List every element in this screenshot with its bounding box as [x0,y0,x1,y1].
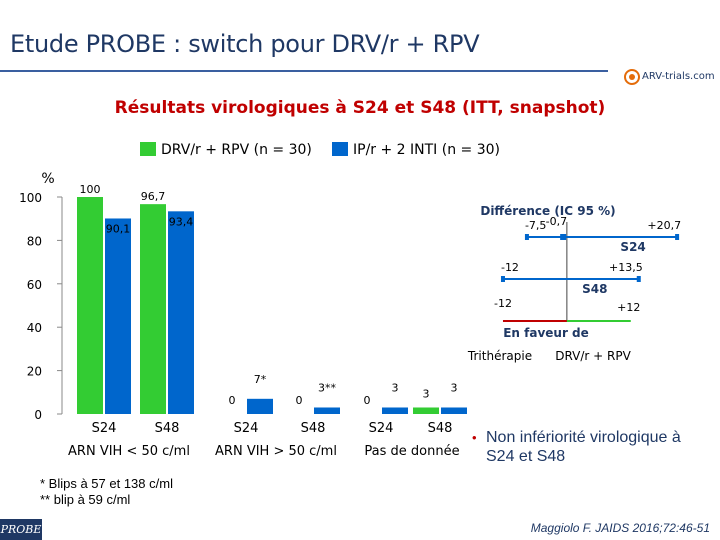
timepoint-label: S48 [428,421,453,436]
y-tick-label: 40 [27,321,42,335]
bullet-dot-icon: • [472,430,477,445]
ci-cap-lower [500,276,505,282]
y-unit-label: % [41,171,54,187]
bar-ip [168,211,194,414]
legend-item-ip: IP/r + 2 INTI (n = 30) [332,142,500,160]
ci-cap-upper [675,234,680,240]
timepoint-label: S48 [301,421,326,436]
group-label: ARN VIH > 50 c/ml [215,444,337,459]
legend-label-ip: IP/r + 2 INTI (n = 30) [353,142,501,158]
forest-title: Différence (IC 95 %) [480,204,615,218]
y-tick-label: 0 [34,408,42,422]
bar-value-label: 0 [364,394,371,407]
y-tick-label: 20 [27,365,42,379]
ci-upper-label: +13,5 [609,261,643,274]
ci-lower-label: -7,5 [525,219,546,232]
bar-value-label: 0 [229,394,236,407]
legend-label-drv: DRV/r + RPV (n = 30) [161,142,312,158]
estimate-label: -0,7 [546,215,567,228]
ci-cap-upper [636,276,641,282]
bar-drv [413,407,439,414]
group-label: ARN VIH < 50 c/ml [68,444,190,459]
conclusion-text: Non infériorité virologique à S24 et S48 [486,429,681,465]
y-tick-label: 100 [19,191,42,205]
footnote-1: * Blips à 57 et 138 c/ml [40,476,173,491]
logo-text: ARV-trials.com [642,71,715,82]
y-tick-label: 80 [27,234,42,248]
bar-drv [140,204,166,414]
timepoint-label: S24 [369,421,394,436]
favor-left-label: Trithérapie [467,349,532,363]
bar-value-label: 96,7 [141,190,166,203]
bar-value-label: 3** [318,381,336,394]
brand-logo [624,69,640,85]
row-label: S24 [620,240,645,254]
title-divider [0,70,608,72]
bar-value-label: 100 [80,183,101,196]
citation: Maggiolo F. JAIDS 2016;72:46-51 [530,521,710,535]
bar-ip [247,398,273,414]
ci-lower-label: -12 [501,261,519,274]
bar-value-label: 3 [451,381,458,394]
bar-value-label: 3 [423,387,430,400]
bar-value-label: 3 [392,381,399,394]
row-label: S48 [582,282,607,296]
timepoint-label: S24 [92,421,117,436]
group-label: Pas de donnée [364,444,459,459]
y-tick-label: 60 [27,278,42,292]
slide-title: Etude PROBE : switch pour DRV/r + RPV [10,30,480,58]
bar-drv [77,197,103,414]
bottom-lower-label: -12 [494,297,512,310]
legend-swatch-blue [332,142,348,156]
legend-swatch-green [140,142,156,156]
bar-value-label: 93,4 [169,215,194,228]
conclusion-bullet: • Non infériorité virologique à S24 et S… [472,428,711,466]
logo-orb-icon [624,69,640,85]
bar-value-label: 0 [296,394,303,407]
point-estimate [560,234,567,240]
timepoint-label: S48 [155,421,180,436]
ci-upper-label: +20,7 [647,219,681,232]
bar-ip [314,407,340,414]
chart-subtitle: Résultats virologiques à S24 et S48 (ITT… [114,98,606,118]
timepoint-label: S24 [234,421,259,436]
bar-ip [441,407,467,414]
favor-right-label: DRV/r + RPV [555,349,631,363]
bar-ip [382,407,408,414]
favor-title: En faveur de [503,326,589,340]
ci-cap-lower [524,234,529,240]
footnote-2: ** blip à 59 c/ml [40,492,131,507]
legend-item-drv: DRV/r + RPV (n = 30) [140,142,312,160]
bottom-upper-label: +12 [617,301,640,314]
probe-badge: PROBE [0,519,42,540]
bar-ip [105,218,131,414]
bar-value-label: 7* [254,373,267,386]
bar-value-label: 90,1 [106,222,131,235]
